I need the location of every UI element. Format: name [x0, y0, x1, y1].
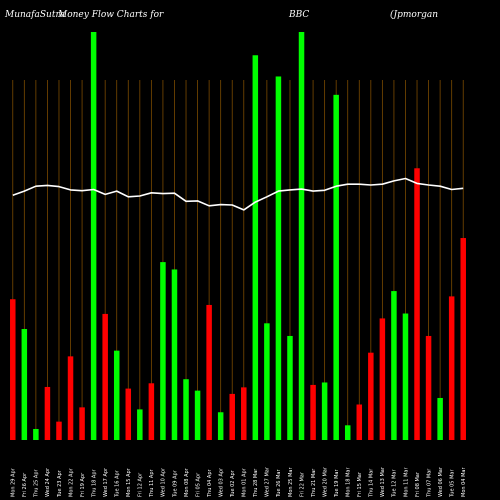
site-name: MunafaSutra: [5, 10, 66, 20]
x-tick-label: Tue 05 Mar: [449, 469, 455, 498]
money-flow-bar: [391, 291, 397, 440]
x-tick-label: Mon 08 Apr: [184, 467, 190, 497]
x-tick-label: Tue 12 Mar: [392, 469, 398, 498]
x-tick-label: Fri 26 Apr: [22, 472, 28, 497]
money-flow-bar: [113, 350, 120, 440]
money-flow-bar: [206, 304, 212, 440]
money-flow-bar: [21, 329, 28, 440]
x-tick-label: Tue 23 Apr: [57, 469, 63, 498]
money-flow-bar: [102, 313, 108, 440]
money-flow-bar: [79, 407, 85, 440]
x-tick-label: Thu 11 Apr: [149, 468, 155, 498]
chart-header: MunafaSutra Money Flow Charts for BBC (J…: [0, 10, 500, 24]
x-tick-label: Thu 18 Apr: [91, 468, 97, 498]
x-tick-label: Mon 18 Mar: [346, 467, 352, 497]
x-tick-label: Fri 05 Apr: [195, 472, 201, 497]
money-flow-bar: [356, 404, 363, 440]
money-flow-bar: [183, 379, 189, 440]
money-flow-bar: [275, 76, 282, 441]
x-tick-label: Mon 15 Apr: [126, 467, 132, 497]
money-flow-bar: [344, 425, 351, 440]
x-tick-label: Mon 29 Apr: [11, 467, 17, 497]
money-flow-bar: [310, 384, 316, 440]
money-flow-bar: [437, 397, 443, 440]
money-flow-bar: [379, 318, 386, 440]
x-tick-label: Thu 14 Mar: [369, 468, 375, 498]
price-line-layer: [12, 177, 464, 211]
x-tick-label: Thu 28 Mar: [253, 468, 259, 498]
money-flow-bar: [229, 393, 235, 440]
money-flow-bars: [10, 32, 466, 441]
date-labels: Mon 29 Apr Fri 26 Apr Thu 25 Apr Wed 24 Apr…: [11, 466, 467, 498]
x-tick-label: Mon 04 Mar: [461, 467, 467, 497]
ticker-symbol: BBC: [289, 10, 310, 20]
money-flow-bar: [217, 412, 224, 440]
x-tick-label: Wed 06 Mar: [438, 466, 444, 497]
money-flow-bar: [56, 421, 62, 440]
x-tick-label: Mon 11 Mar: [403, 467, 409, 497]
x-tick-label: Fri 19 Apr: [80, 472, 86, 497]
x-tick-label: Wed 27 Mar: [265, 466, 271, 497]
money-flow-bar: [67, 356, 74, 440]
money-flow-bar: [90, 32, 97, 440]
x-tick-label: Mon 22 Apr: [68, 467, 74, 497]
x-tick-label: Fri 22 Mar: [299, 471, 305, 497]
x-tick-label: Wed 17 Apr: [103, 467, 109, 497]
money-flow-bar: [448, 296, 455, 440]
money-flow-bar: [125, 388, 132, 440]
x-tick-label: Thu 07 Mar: [426, 468, 432, 498]
money-flow-bar: [10, 299, 16, 440]
money-flow-bar: [137, 409, 143, 440]
money-flow-bar: [368, 352, 374, 440]
money-flow-bar: [44, 386, 51, 440]
money-flow-bar: [425, 335, 432, 440]
money-flow-bar: [298, 32, 305, 440]
money-flow-bar: [321, 382, 328, 440]
x-tick-label: Tue 16 Apr: [115, 469, 121, 498]
money-flow-bar: [264, 323, 270, 440]
x-tick-label: Fri 12 Apr: [138, 472, 144, 497]
x-tick-label: Mon 25 Mar: [288, 467, 294, 497]
x-tick-label: Wed 20 Mar: [322, 466, 328, 497]
x-tick-label: Tue 19 Mar: [334, 469, 340, 498]
x-tick-label: Fri 08 Mar: [415, 471, 421, 497]
money-flow-bar: [252, 55, 259, 440]
money-flow-bar: [148, 383, 155, 440]
money-flow-bar: [333, 94, 339, 440]
x-tick-label: Thu 21 Mar: [311, 468, 317, 498]
money-flow-bar: [287, 335, 293, 440]
money-flow-bar: [171, 269, 178, 440]
money-flow-bar: [402, 313, 409, 440]
x-tick-label: Mon 01 Apr: [242, 467, 248, 497]
x-tick-label: Fri 15 Mar: [357, 471, 363, 497]
money-flow-bar: [241, 387, 247, 440]
price-line: [12, 177, 464, 211]
x-tick-label: Wed 13 Mar: [380, 466, 386, 497]
money-flow-bar: [460, 238, 466, 440]
x-tick-label: Wed 24 Apr: [45, 467, 51, 497]
x-tick-label: Tue 02 Apr: [230, 469, 236, 498]
money-flow-bar: [194, 390, 201, 440]
money-flow-bar: [160, 262, 166, 440]
x-tick-label: Thu 04 Apr: [207, 468, 213, 498]
x-tick-label: Wed 03 Apr: [218, 467, 224, 497]
company-name: (Jpmorgan: [390, 10, 439, 20]
x-tick-label: Tue 26 Mar: [276, 469, 282, 498]
x-tick-label: Wed 10 Apr: [161, 467, 167, 497]
chart-title: Money Flow Charts for: [58, 10, 164, 20]
money-flow-bar: [414, 168, 420, 440]
money-flow-bar: [33, 428, 39, 440]
x-tick-label: Thu 25 Apr: [34, 468, 40, 498]
x-tick-label: Tue 09 Apr: [172, 469, 178, 498]
